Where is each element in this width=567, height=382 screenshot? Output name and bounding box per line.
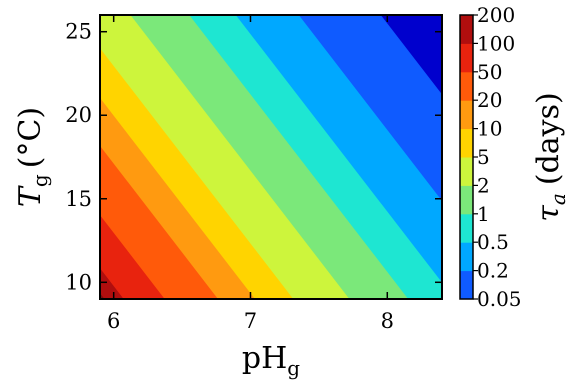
colorbar-segment: [460, 213, 473, 243]
colorbar-label: τa(days): [531, 92, 567, 221]
x-tick-label: 8: [381, 309, 394, 333]
colorbar-segment: [460, 157, 473, 186]
colorbar-tick-label: 50: [477, 60, 502, 84]
colorbar-tick-label: 0.2: [477, 259, 509, 283]
colorbar-segment: [460, 15, 473, 44]
y-axis-label: Tg(°C): [13, 107, 52, 207]
colorbar-tick-label: 5: [477, 145, 490, 169]
colorbar-segment: [460, 71, 473, 101]
contour-band: [100, 293, 105, 299]
colorbar-tick-label: 10: [477, 117, 502, 141]
colorbar-tick-label: 200: [477, 3, 515, 27]
colorbar-segment: [460, 100, 473, 130]
y-tick-label: 20: [65, 103, 92, 127]
colorbar-tick-label: 1: [477, 202, 490, 226]
x-tick-label: 6: [107, 309, 120, 333]
colorbar-segment: [460, 185, 473, 215]
contour-band: [100, 268, 124, 299]
colorbar-tick-label: 20: [477, 88, 502, 112]
y-tick-label: 15: [65, 187, 92, 211]
y-tick-label: 10: [65, 270, 92, 294]
colorbar-segment: [460, 43, 473, 73]
colorbar-segment: [460, 128, 473, 158]
contour-band: [100, 145, 218, 299]
colorbar-segment: [460, 270, 473, 300]
contour-bands: [100, 15, 442, 299]
colorbar-tick-label: 0.5: [477, 230, 509, 254]
colorbar: [460, 15, 473, 300]
x-tick-label: 7: [244, 309, 257, 333]
contour-band: [100, 15, 350, 299]
colorbar-tick-label: 2: [477, 173, 490, 197]
y-axis-ticks: 10 15 20 25: [65, 20, 442, 294]
x-axis-label: pHg: [242, 341, 300, 380]
contour-band: [100, 48, 294, 299]
x-axis-ticks: 6 7 8: [107, 15, 394, 333]
colorbar-ticks: 0.05 0.2 0.5 1 2 5 10 20 50 100 200: [473, 3, 522, 311]
contour-band: [100, 97, 255, 299]
colorbar-tick-label: 100: [477, 31, 515, 55]
colorbar-tick-label: 0.05: [477, 287, 522, 311]
contour-band: [129, 15, 409, 299]
colorbar-segment: [460, 242, 473, 272]
plot-frame: [99, 14, 443, 300]
y-tick-label: 25: [65, 20, 92, 44]
contour-band: [188, 15, 442, 299]
contour-band: [100, 215, 165, 299]
